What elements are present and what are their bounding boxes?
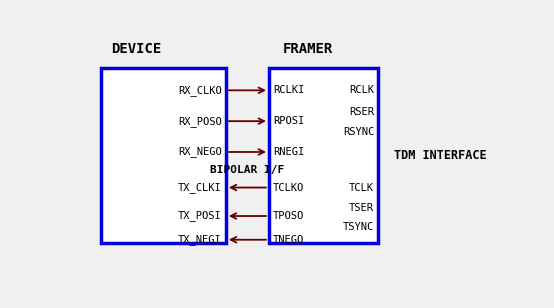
Text: TX_NEGI: TX_NEGI — [178, 234, 222, 245]
Text: TPOSO: TPOSO — [273, 211, 305, 221]
Text: RCLK: RCLK — [349, 85, 374, 95]
Text: BIPOLAR I/F: BIPOLAR I/F — [211, 165, 285, 175]
Text: RNEGI: RNEGI — [273, 147, 305, 157]
Text: RSYNC: RSYNC — [343, 127, 374, 137]
Text: RX_NEGO: RX_NEGO — [178, 147, 222, 157]
Text: TDM INTERFACE: TDM INTERFACE — [394, 149, 487, 162]
Text: TNEGO: TNEGO — [273, 235, 305, 245]
Text: DEVICE: DEVICE — [111, 42, 161, 56]
Text: TSER: TSER — [349, 203, 374, 213]
Text: TCLK: TCLK — [349, 183, 374, 192]
Text: TCLKO: TCLKO — [273, 183, 305, 192]
FancyBboxPatch shape — [269, 68, 378, 243]
Text: RSER: RSER — [349, 107, 374, 117]
Text: TX_POSI: TX_POSI — [178, 211, 222, 221]
Text: RX_CLKO: RX_CLKO — [178, 85, 222, 96]
Text: TSYNC: TSYNC — [343, 222, 374, 232]
Text: RX_POSO: RX_POSO — [178, 116, 222, 127]
FancyBboxPatch shape — [101, 68, 226, 243]
Text: FRAMER: FRAMER — [283, 42, 332, 56]
Text: TX_CLKI: TX_CLKI — [178, 182, 222, 193]
Text: RPOSI: RPOSI — [273, 116, 305, 126]
Text: RCLKI: RCLKI — [273, 85, 305, 95]
